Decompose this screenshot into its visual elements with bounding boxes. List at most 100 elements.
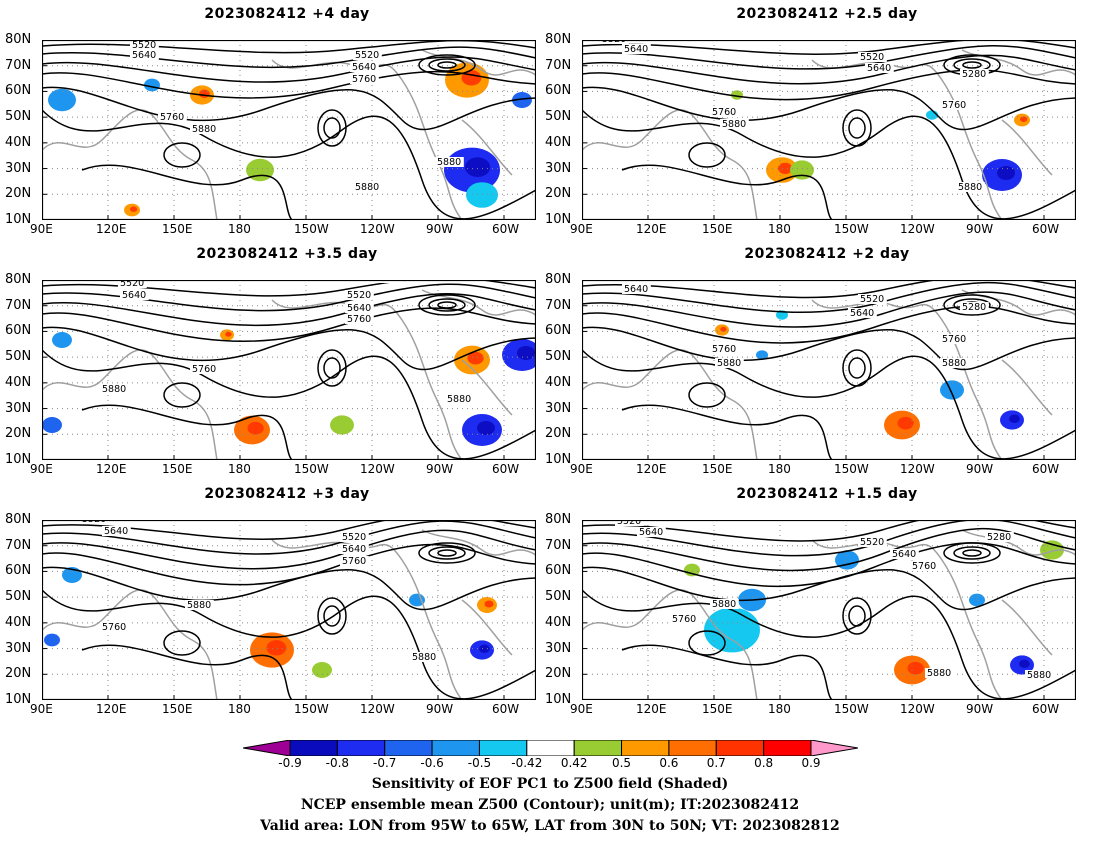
lon-tick-label: 90E [570,702,593,716]
lon-tick-label: 180 [768,222,791,236]
contour-label-bg [130,50,159,60]
contour-label-bg [910,561,939,571]
z500-closed-contour [848,117,866,139]
z500-contour [42,109,536,220]
lat-tick-label: 50N [5,589,32,605]
lon-tick-label: 60W [1032,462,1060,476]
contour-label: 5640 [624,284,648,295]
z500-contour [42,46,536,69]
contour-label: 5520 [347,290,371,301]
contour-label: 5640 [352,62,376,73]
coastline [582,49,1076,220]
contour-label-bg [960,69,989,79]
lat-tick-label: 50N [545,349,572,365]
colorbar-svg [242,739,859,757]
contour-label-bg [350,74,379,84]
contour-label-bg [960,302,989,312]
contour-label-bg [353,50,382,60]
lon-tick-label: 150W [834,462,869,476]
lat-tick-label: 40N [5,134,32,150]
map-plot: 5520564054005520564057605760588058805880 [42,40,536,220]
lat-tick-label: 10N [5,692,32,707]
z500-closed-contour [943,542,1001,564]
contour-label: 5880 [192,124,216,135]
lon-tick-label: 150E [702,702,733,716]
contour-label-bg [345,314,374,324]
panel-1: 2023082412 +4 day 5520564054005520564057… [0,0,536,236]
lat-tick-label: 80N [5,32,32,47]
z500-contour [582,326,1076,371]
contour-label-bg [720,119,749,129]
lon-tick-label: 120E [96,462,127,476]
z500-closed-contour [953,546,991,560]
lat-tick-label: 10N [545,452,572,467]
lat-tick-label: 60N [5,323,32,339]
lon-tick-label: 150E [702,222,733,236]
contour-label-bg [185,600,214,610]
z500-contour [582,520,1076,542]
contour-label: 5640 [892,549,916,560]
z500-contour [582,40,1076,55]
lat-tick-label: 80N [5,272,32,287]
lat-tick-label: 80N [545,32,572,47]
map-canvas: 5640 5520 5640 5280 5760 5760 5880 5880 [582,280,1076,460]
lat-tick-label: 70N [545,537,572,553]
lon-tick-label: 120W [900,462,935,476]
contour-label-bg [80,520,109,524]
contour-label-bg [190,124,219,134]
caption-line-2: NCEP ensemble mean Z500 (Contour); unit(… [300,797,800,813]
panel-title: 2023082412 +3 day [204,486,370,502]
lon-tick-label: 120W [900,702,935,716]
z500-closed-contour [437,301,457,309]
lat-tick-label: 10N [545,212,572,227]
lat-tick-label: 60N [5,563,32,579]
panel-4: 2023082412 +2 day 5640 5520 5640 5280 5760 57… [540,240,1076,476]
contour-label: 5760 [712,107,736,118]
lon-tick-label: 180 [768,702,791,716]
contour-label: 5880 [942,358,966,369]
lat-tick-label: 10N [5,212,32,227]
lon-tick-label: 90E [570,462,593,476]
contour-label-bg [375,40,404,43]
lat-tick-label: 50N [5,109,32,125]
colorbar-bin [668,739,717,757]
lat-tick-label: 50N [5,349,32,365]
lon-tick-label: 90W [426,222,454,236]
z500-contour [582,280,1076,299]
z500-closed-contour [428,58,466,72]
contour-label: 5520 [602,40,626,45]
map-canvas: 552056405400552056405760576058805880 [42,280,536,460]
z500-contour [42,529,536,570]
z500-closed-contour [163,630,201,656]
contour-label: 5640 [132,50,156,61]
contour-label: 5520 [132,40,156,51]
lat-tick-label: 40N [545,614,572,630]
panel-title: 2023082412 +2 day [744,246,910,262]
contour-label-bg [102,526,131,536]
lat-tick-label: 20N [545,666,572,682]
map-plot: 5520 5640 5520 5640 5280 5760 5880 5760 5880 5880 [582,520,1076,700]
lon-tick-label: 60W [492,222,520,236]
contour-label-bg [340,556,369,566]
lon-tick-label: 150W [294,222,329,236]
colorbar-tick-label: 0.8 [754,756,774,770]
z500-contour [42,543,536,586]
colorbar-bin [621,739,670,757]
colorbar [242,739,859,780]
lon-tick-label: 150E [702,462,733,476]
contour-label: 5760 [912,561,936,572]
lon-tick-label: 180 [228,702,251,716]
lon-tick-label: 90W [966,702,994,716]
panel-title: 2023082412 +4 day [204,6,370,22]
lon-tick-label: 90E [30,702,53,716]
lat-tick-label: 40N [545,134,572,150]
colorbar-bin [336,739,386,757]
lon-tick-label: 90W [426,462,454,476]
lat-tick-label: 80N [545,272,572,287]
contour-label: 5520 [120,280,144,289]
z500-contour [42,566,536,611]
lon-tick-label: 180 [768,462,791,476]
lat-tick-label: 30N [545,400,572,416]
contour-label-bg [715,358,744,368]
